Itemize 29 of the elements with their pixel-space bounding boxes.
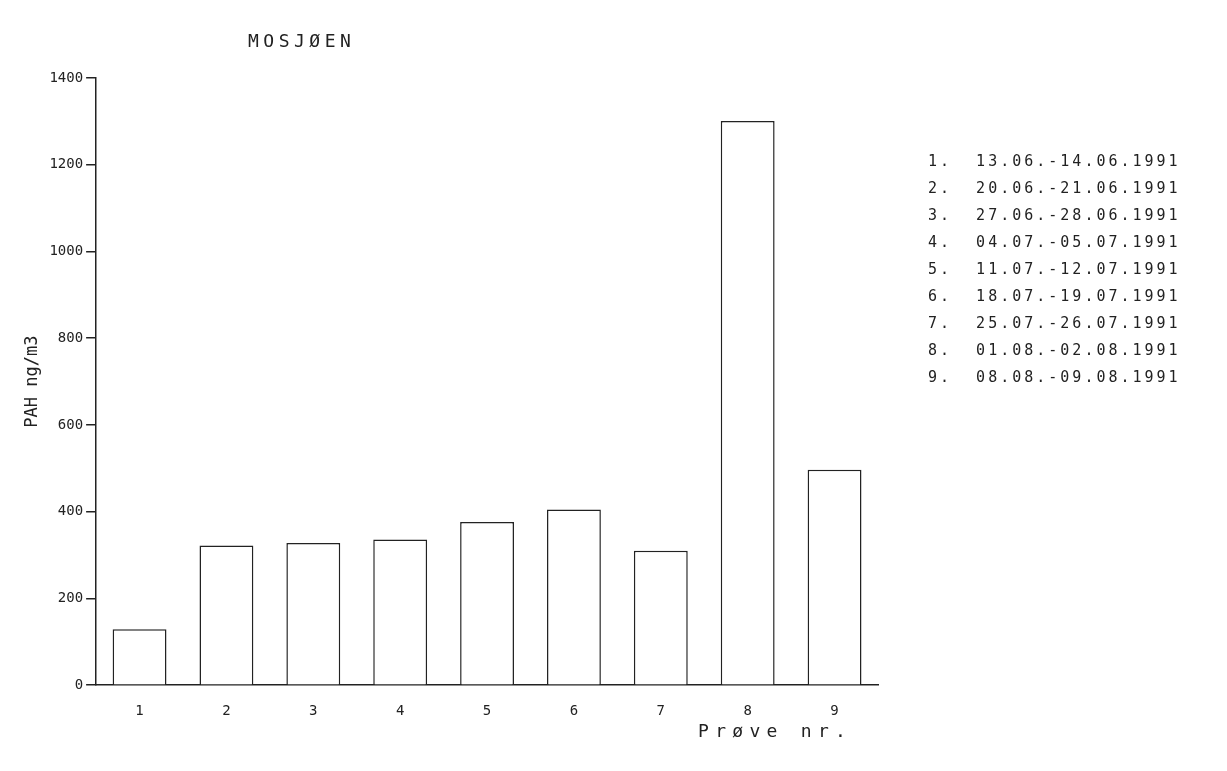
y-tick-label: 1200 [49, 155, 84, 172]
y-tick-label: 800 [57, 328, 84, 345]
y-tick-label: 0 [74, 675, 84, 692]
y-tick-label: 600 [57, 415, 84, 432]
x-tick-label: 6 [569, 702, 579, 719]
text: 2. 20.06.-21.06.1991 [928, 178, 1181, 199]
text: 6. 18.07.-19.07.1991 [928, 286, 1181, 307]
x-tick-label: 5 [482, 702, 492, 719]
x-tick-label: 1 [135, 702, 144, 719]
x-tick-label: 8 [743, 702, 752, 719]
x-tick-label: 7 [656, 702, 666, 719]
text: 9. 08.08.-09.08.1991 [928, 367, 1181, 388]
chart-title: MOSJØEN [248, 30, 356, 51]
x-tick-label: 2 [222, 702, 231, 719]
x-tick-label: 4 [395, 702, 405, 719]
text: 1. 13.06.-14.06.1991 [928, 151, 1181, 172]
text: 3. 27.06.-28.06.1991 [928, 205, 1181, 226]
text: 8. 01.08.-02.08.1991 [928, 340, 1181, 361]
y-axis-title: PAH ng/m3 [20, 335, 41, 428]
text: 7. 25.07.-26.07.1991 [928, 313, 1181, 334]
y-tick-label: 1000 [49, 242, 84, 259]
x-axis-title: Prøve nr. [698, 720, 853, 741]
y-tick-label: 400 [57, 502, 84, 519]
y-tick-label: 200 [57, 589, 84, 606]
x-tick-label: 3 [309, 702, 318, 719]
x-tick-label: 9 [830, 702, 839, 719]
y-tick-label: 1400 [49, 68, 84, 85]
text: 4. 04.07.-05.07.1991 [928, 232, 1181, 253]
text: 5. 11.07.-12.07.1991 [928, 259, 1181, 280]
